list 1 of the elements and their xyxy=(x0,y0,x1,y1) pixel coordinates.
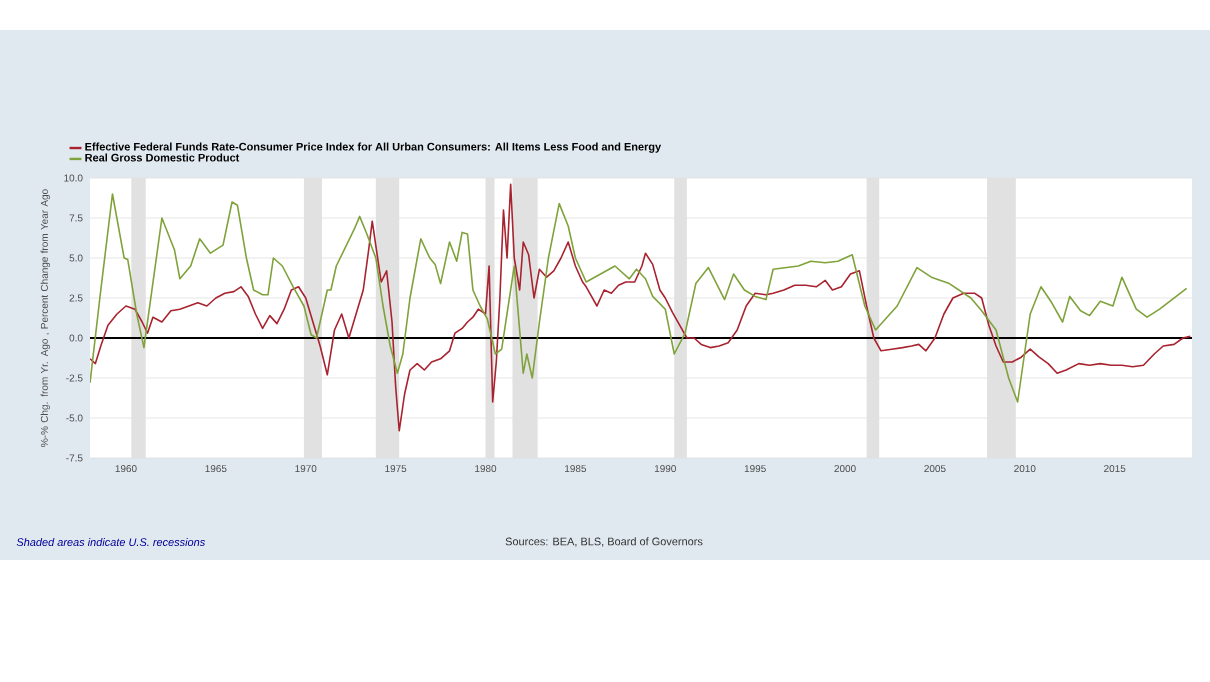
line-series xyxy=(90,193,1188,403)
